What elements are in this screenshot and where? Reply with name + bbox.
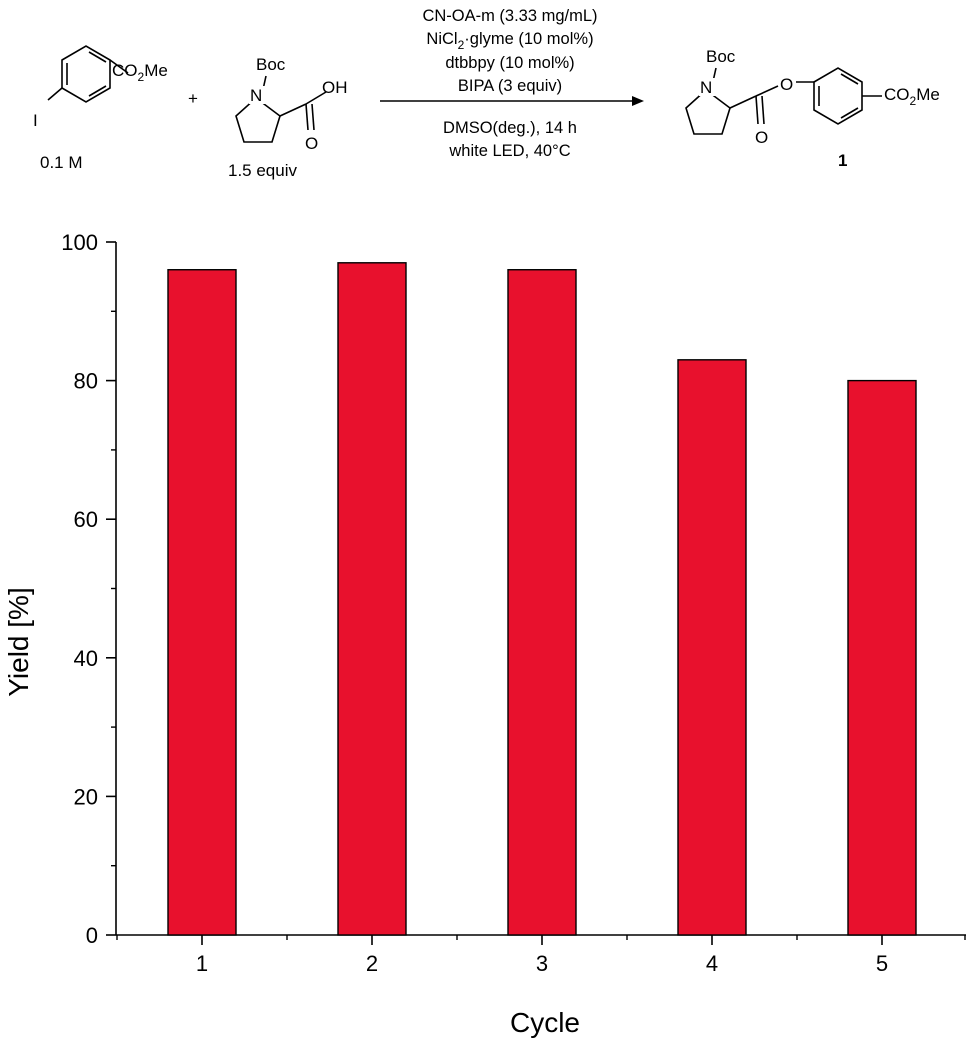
condition-line-1: CN-OA-m (3.33 mg/mL)	[422, 7, 597, 25]
product-boc-label: Boc	[706, 47, 736, 66]
condition-line-3: dtbbpy (10 mol%)	[445, 54, 574, 72]
product-carbonyl-o-label: O	[755, 128, 768, 147]
y-tick-label: 60	[74, 507, 98, 532]
x-tick-label: 2	[366, 951, 378, 976]
conditions-below: DMSO(deg.), 14 h white LED, 40°C	[443, 119, 577, 160]
x-axis-title: Cycle	[510, 1007, 580, 1038]
reaction-scheme: I CO2Me 0.1 M + N Boc OH O 1.5 equiv CN-…	[33, 7, 940, 180]
aryl-iodide-structure: I CO2Me 0.1 M	[33, 45, 168, 172]
aryl-concentration: 0.1 M	[40, 153, 83, 172]
product-ester-o-label: O	[780, 75, 793, 94]
yield-bar-chart: 0 20 40 60 80 100 1 2 3 4 5 Yield [%] Cycle	[3, 230, 966, 1038]
x-tick-label: 3	[536, 951, 548, 976]
y-tick-label: 80	[74, 369, 98, 394]
condition-line-4: BIPA (3 equiv)	[458, 77, 562, 95]
reaction-arrow	[380, 96, 644, 106]
bar-cycle-5	[847, 379, 917, 936]
proline-oh-label: OH	[322, 78, 348, 97]
product-n-label: N	[700, 78, 712, 97]
condition-line-2: NiCl2·glyme (10 mol%)	[426, 30, 593, 52]
y-tick-label: 100	[61, 230, 98, 255]
bar-cycle-2	[337, 262, 407, 936]
iodide-label: I	[33, 111, 38, 130]
y-tick-label: 0	[86, 923, 98, 948]
proline-o-label: O	[305, 134, 318, 153]
plus-sign: +	[188, 89, 198, 108]
conditions-above: CN-OA-m (3.33 mg/mL) NiCl2·glyme (10 mol…	[422, 7, 597, 95]
plot-area: 0 20 40 60 80 100 1 2 3 4 5	[61, 230, 966, 976]
product-structure: N Boc O O CO2Me 1	[685, 47, 940, 170]
condition-line-5: DMSO(deg.), 14 h	[443, 119, 577, 137]
product-number-label: 1	[838, 151, 847, 170]
product-ester-label: CO2Me	[884, 85, 940, 108]
proline-n-label: N	[250, 86, 262, 105]
y-axis-title: Yield [%]	[3, 587, 34, 696]
aryl-ester-label: CO2Me	[112, 61, 168, 84]
boc-proline-structure: N Boc OH O 1.5 equiv	[228, 55, 348, 180]
bar-cycle-4	[677, 359, 747, 936]
x-tick-label: 4	[706, 951, 718, 976]
proline-boc-label: Boc	[256, 55, 286, 74]
condition-line-6: white LED, 40°C	[448, 142, 570, 160]
x-tick-label: 1	[196, 951, 208, 976]
x-tick-label: 5	[876, 951, 888, 976]
y-tick-label: 40	[74, 646, 98, 671]
bar-cycle-1	[167, 269, 237, 936]
proline-amount: 1.5 equiv	[228, 161, 297, 180]
y-tick-label: 20	[74, 784, 98, 809]
bar-cycle-3	[507, 269, 577, 936]
